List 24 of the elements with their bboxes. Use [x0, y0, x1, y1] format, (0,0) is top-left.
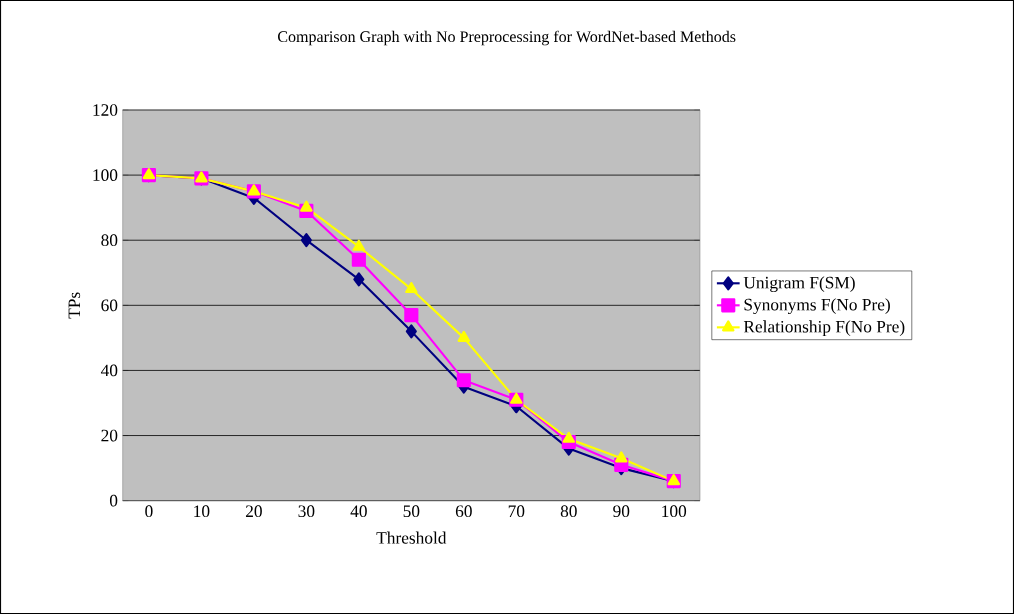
y-tick-label: 100	[93, 169, 118, 181]
y-tick-label: 0	[109, 494, 118, 507]
y-axis-title: TPs	[68, 292, 81, 319]
x-axis-title: Threshold	[376, 531, 447, 544]
x-tick-label: 20	[245, 505, 262, 518]
y-tick-label: 20	[101, 429, 118, 442]
x-tick-label: 50	[403, 505, 420, 518]
x-tick-label: 30	[298, 505, 315, 518]
y-tick-label: 120	[93, 104, 118, 116]
x-tick-label: 70	[508, 505, 525, 518]
x-tick-label: 40	[350, 505, 367, 518]
x-tick-label: 100	[662, 505, 687, 518]
legend-label: Relationship F(No Pre)	[743, 320, 905, 337]
y-tick-label: 40	[100, 364, 118, 377]
y-tick-label: 80	[101, 234, 118, 247]
x-tick-label: 10	[194, 505, 210, 518]
y-tick-label: 60	[101, 299, 118, 312]
legend-label: Synonyms F(No Pre)	[744, 298, 890, 315]
x-tick-label: 80	[560, 505, 577, 518]
legend-label: Unigram F(SM)	[743, 276, 855, 293]
x-tick-label: 60	[455, 505, 472, 518]
chart-title: Comparison Graph with No Preprocessing for WordNet-based Methods	[278, 30, 736, 46]
x-tick-label: 90	[613, 505, 630, 518]
x-tick-label: 0	[145, 505, 153, 518]
